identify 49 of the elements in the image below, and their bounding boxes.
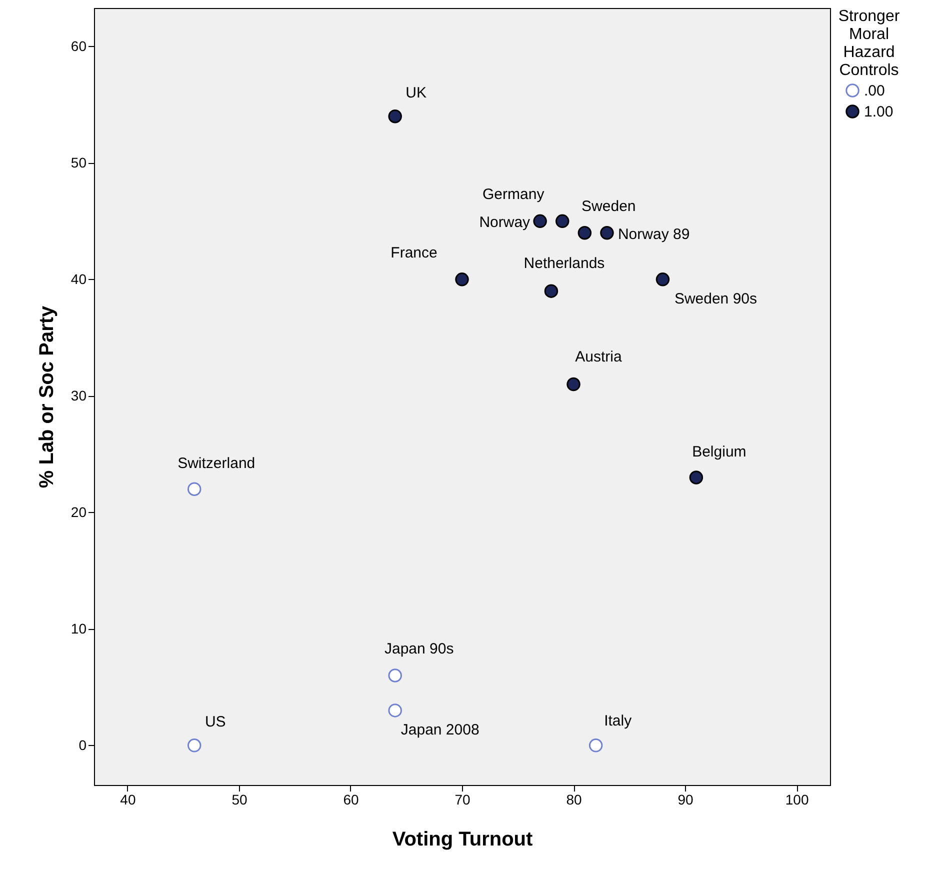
annotation: Japan 90s xyxy=(384,640,454,658)
annotation: UK xyxy=(406,84,427,102)
x-tick-label: 100 xyxy=(785,792,809,808)
point xyxy=(455,272,469,286)
point xyxy=(689,470,704,484)
point xyxy=(388,668,402,682)
annotation: Germany xyxy=(482,186,545,204)
y-tick-label: 50 xyxy=(70,154,87,170)
point xyxy=(388,704,402,718)
legend-label: .00 xyxy=(864,82,885,100)
annotation: Italy xyxy=(604,712,632,730)
x-axis-title: Voting Turnout xyxy=(392,828,533,850)
annotation: Japan 2008 xyxy=(400,721,480,738)
x-tick-label: 80 xyxy=(566,792,582,808)
annotation: Netherlands xyxy=(524,255,605,272)
legend-label: 1.00 xyxy=(864,104,894,120)
point xyxy=(555,214,570,228)
y-axis-title: % Lab or Soc Party xyxy=(36,304,58,488)
annotation: Norway 89 xyxy=(618,226,690,243)
point xyxy=(388,109,402,124)
y-tick-label: 60 xyxy=(70,38,87,54)
y-tick-label: 0 xyxy=(78,736,87,753)
y-tick-label: 10 xyxy=(70,620,87,636)
annotation: Belgium xyxy=(692,443,746,460)
annotation: US xyxy=(204,713,226,730)
annotation: Norway xyxy=(479,214,531,232)
point xyxy=(544,284,558,298)
y-tick-label: 40 xyxy=(70,270,87,287)
annotation: Switzerland xyxy=(178,455,256,472)
y-tick-label: 20 xyxy=(70,504,87,520)
annotation: Austria xyxy=(575,348,623,366)
annotation: France xyxy=(390,244,438,262)
x-tick-label: 50 xyxy=(232,792,248,808)
point xyxy=(600,226,614,240)
point xyxy=(187,482,202,496)
x-tick-label: 60 xyxy=(343,792,359,808)
point xyxy=(566,377,580,392)
point xyxy=(656,272,670,286)
x-tick-label: 90 xyxy=(678,792,694,808)
annotation: Sweden xyxy=(582,198,636,215)
point xyxy=(578,226,592,240)
annotation: Sweden 90s xyxy=(674,290,758,308)
point xyxy=(533,214,547,228)
point xyxy=(187,738,202,752)
point xyxy=(588,738,603,752)
y-tick-label: 30 xyxy=(70,387,87,404)
legend-title: Stronger Moral Hazard Controls xyxy=(838,8,900,79)
x-tick-label: 40 xyxy=(120,792,136,808)
x-tick-label: 70 xyxy=(454,792,470,808)
